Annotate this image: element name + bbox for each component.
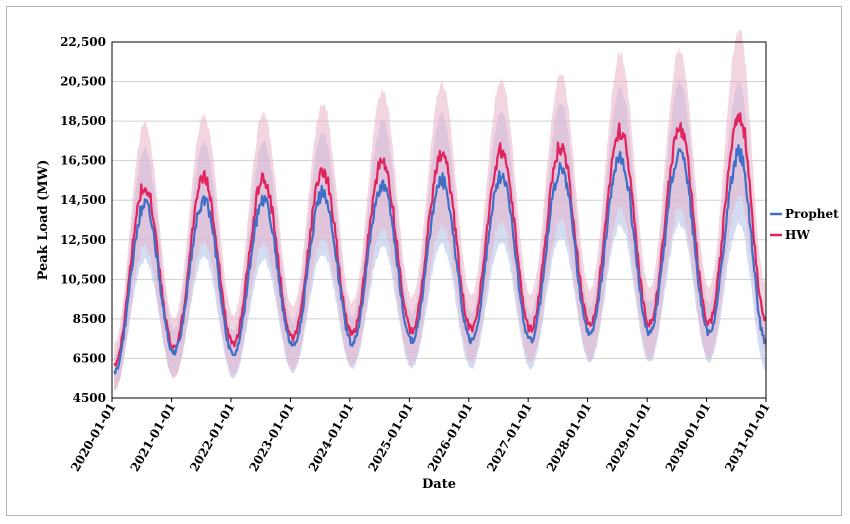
x-tick-label: 2030-01-01 (663, 401, 714, 474)
y-tick-label: 22,500 (60, 35, 106, 49)
x-tick-label: 2028-01-01 (544, 401, 595, 474)
y-tick-label: 18,500 (60, 114, 106, 128)
confidence-bands (114, 30, 766, 391)
x-tick-label: 2021-01-01 (128, 401, 179, 474)
y-tick-label: 12,500 (60, 233, 106, 247)
x-tick-label: 2020-01-01 (68, 401, 119, 474)
legend-label-hw: HW (785, 228, 810, 242)
x-tick-label: 2029-01-01 (603, 401, 654, 474)
band-prophet (114, 78, 766, 391)
x-tick-label: 2026-01-01 (425, 401, 476, 474)
x-tick-label: 2027-01-01 (484, 401, 535, 474)
legend: Prophet HW (770, 207, 839, 242)
legend-label-prophet: Prophet (785, 207, 839, 221)
x-tick-label: 2025-01-01 (365, 401, 416, 474)
series-line-hw (113, 112, 767, 367)
y-axis-title: Peak Load (MW) (36, 160, 51, 281)
x-tick-label: 2022-01-01 (187, 401, 238, 474)
y-tick-label: 8500 (73, 312, 106, 326)
y-tick-label: 16,500 (60, 154, 106, 168)
x-tick-label: 2023-01-01 (246, 401, 297, 474)
y-tick-label: 20,500 (60, 75, 106, 89)
band-hw (114, 30, 766, 390)
y-tick-label: 6500 (73, 351, 106, 365)
plot-area-border (111, 41, 767, 399)
y-tick-label: 14,500 (60, 193, 106, 207)
x-tick-label: 2031-01-01 (722, 401, 773, 474)
x-axis-title: Date (422, 477, 456, 492)
y-axis-ticks: 4500 6500 8500 10,500 12,500 14,500 16,500 18,5… (60, 35, 106, 405)
x-tick-label: 2024-01-01 (306, 401, 357, 474)
series-lines (113, 112, 767, 375)
x-axis-ticks: 2020-01-01 2021-01-01 2022-01-01 2023-01-01… (68, 398, 773, 474)
y-tick-label: 10,500 (60, 272, 106, 286)
series-line-prophet (113, 144, 767, 375)
y-tick-label: 4500 (73, 391, 106, 405)
